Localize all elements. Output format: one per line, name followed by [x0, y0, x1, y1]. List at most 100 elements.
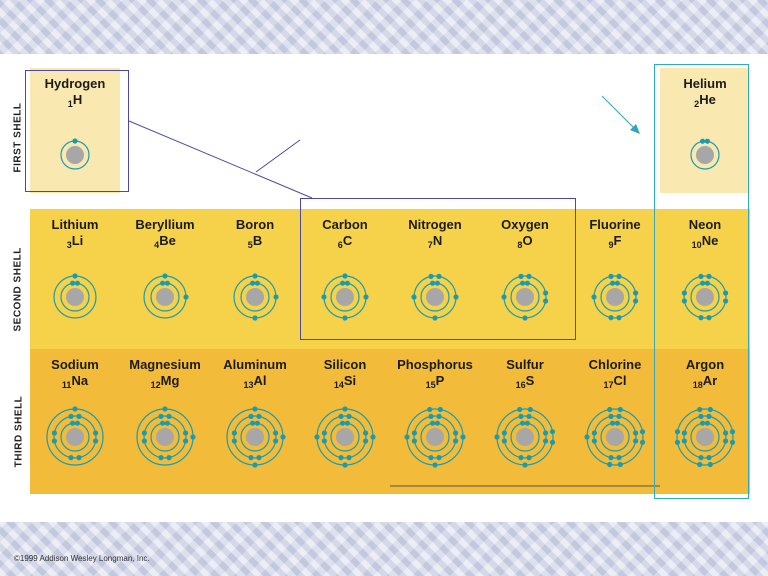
electron — [681, 298, 687, 304]
electron — [436, 455, 442, 461]
electron — [141, 430, 147, 436]
electron — [72, 138, 78, 144]
element-name: Boron — [235, 217, 275, 232]
atom-diagram — [584, 406, 646, 468]
electron — [608, 315, 614, 321]
electron-shell — [53, 415, 97, 459]
nucleus — [606, 428, 624, 446]
nucleus — [66, 428, 84, 446]
electron — [700, 138, 706, 144]
atom-diagram — [674, 406, 736, 468]
second-shell-label: SECOND SHELL — [12, 247, 24, 332]
electron — [517, 406, 523, 413]
symbol-letters: F — [613, 233, 622, 248]
electron — [404, 434, 410, 440]
element-cell-silicon: Silicon 14Si — [300, 349, 390, 494]
electron — [526, 273, 532, 279]
nucleus — [426, 288, 444, 306]
atomic-number: 8 — [517, 240, 523, 250]
element-name: Beryllium — [135, 217, 195, 232]
electron — [543, 290, 549, 296]
electron — [273, 438, 279, 444]
electron — [248, 455, 254, 461]
element-cell-helium: Helium 2He — [660, 68, 750, 193]
electron — [428, 413, 434, 419]
element-name: Argon — [685, 357, 725, 372]
electron — [183, 294, 189, 300]
electron — [342, 315, 348, 321]
electron — [616, 455, 622, 461]
electron — [256, 455, 262, 461]
electron — [158, 413, 164, 419]
electron — [526, 455, 532, 461]
element-name: Carbon — [322, 217, 368, 232]
electron — [608, 413, 614, 419]
electron — [254, 280, 260, 286]
electron — [51, 438, 57, 444]
symbol-letters: Ne — [701, 233, 719, 248]
noble-gas-highlight-box — [654, 64, 749, 499]
electron — [501, 438, 507, 444]
atomic-number: 5 — [247, 240, 253, 250]
element-cell-phosphorus: Phosphorus 15P — [390, 349, 480, 494]
electron-shell — [593, 415, 637, 459]
electron — [584, 434, 590, 440]
symbol-letters: Li — [71, 233, 84, 248]
electron — [252, 462, 258, 468]
electron — [160, 280, 166, 286]
electron — [190, 434, 196, 440]
electron — [74, 280, 80, 286]
electron — [72, 273, 78, 279]
electron — [543, 298, 549, 304]
electron — [250, 420, 256, 426]
electron — [607, 406, 613, 413]
electron — [273, 294, 279, 300]
element-symbol: 14Si — [300, 373, 390, 390]
atomic-number: 7 — [427, 240, 433, 250]
electron-shell — [683, 275, 727, 319]
electron — [164, 280, 170, 286]
electron — [614, 420, 620, 426]
electron — [68, 413, 74, 419]
electron — [591, 438, 597, 444]
electron — [723, 290, 729, 296]
symbol-letters: H — [72, 92, 83, 107]
element-symbol: 4Be — [120, 233, 210, 250]
symbol-letters: Si — [343, 373, 357, 388]
electron — [706, 455, 712, 461]
electron — [76, 413, 82, 419]
atom-diagram — [314, 406, 376, 468]
element-cell-beryllium: Beryllium 4Be — [120, 209, 210, 349]
electron — [520, 420, 526, 426]
element-cell-lithium: Lithium 3Li — [30, 209, 120, 349]
electron — [501, 294, 507, 300]
first-shell-label: FIRST SHELL — [12, 102, 24, 173]
atomic-number: 4 — [154, 240, 160, 250]
atomic-number: 12 — [150, 380, 161, 390]
element-symbol: 12Mg — [120, 373, 210, 390]
electron — [522, 462, 528, 468]
element-name: Phosphorus — [397, 357, 473, 372]
electron — [434, 420, 440, 426]
symbol-letters: S — [525, 373, 535, 388]
element-cell-argon: Argon 18Ar — [660, 349, 750, 494]
electron — [681, 430, 687, 436]
atomic-number: 14 — [333, 380, 344, 390]
electron — [342, 273, 348, 279]
element-symbol: 9F — [570, 233, 660, 250]
electron — [723, 298, 729, 304]
electron — [346, 413, 352, 419]
element-name: Neon — [688, 217, 722, 232]
atomic-number: 18 — [692, 380, 703, 390]
symbol-letters: P — [435, 373, 445, 388]
symbol-letters: Mg — [160, 373, 180, 388]
electron — [340, 420, 346, 426]
electron — [166, 413, 172, 419]
element-cell-nitrogen: Nitrogen 7N — [390, 209, 480, 349]
atom-diagram — [404, 406, 466, 468]
element-name: Nitrogen — [408, 217, 462, 232]
electron — [453, 438, 459, 444]
nucleus — [696, 146, 714, 164]
element-cell-magnesium: Magnesium 12Mg — [120, 349, 210, 494]
element-cell-fluorine: Fluorine 9F — [570, 209, 660, 349]
